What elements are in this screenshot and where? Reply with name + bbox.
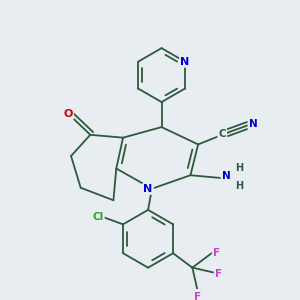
Text: N: N (222, 171, 230, 181)
Text: F: F (194, 292, 201, 300)
Text: H: H (236, 181, 244, 191)
Text: O: O (64, 109, 73, 118)
Text: N: N (249, 119, 257, 129)
Text: C: C (218, 129, 226, 139)
Text: N: N (180, 57, 190, 67)
Text: F: F (213, 248, 220, 258)
Text: H: H (236, 164, 244, 173)
Text: Cl: Cl (92, 212, 104, 222)
Text: N: N (143, 184, 153, 194)
Text: F: F (215, 269, 222, 279)
